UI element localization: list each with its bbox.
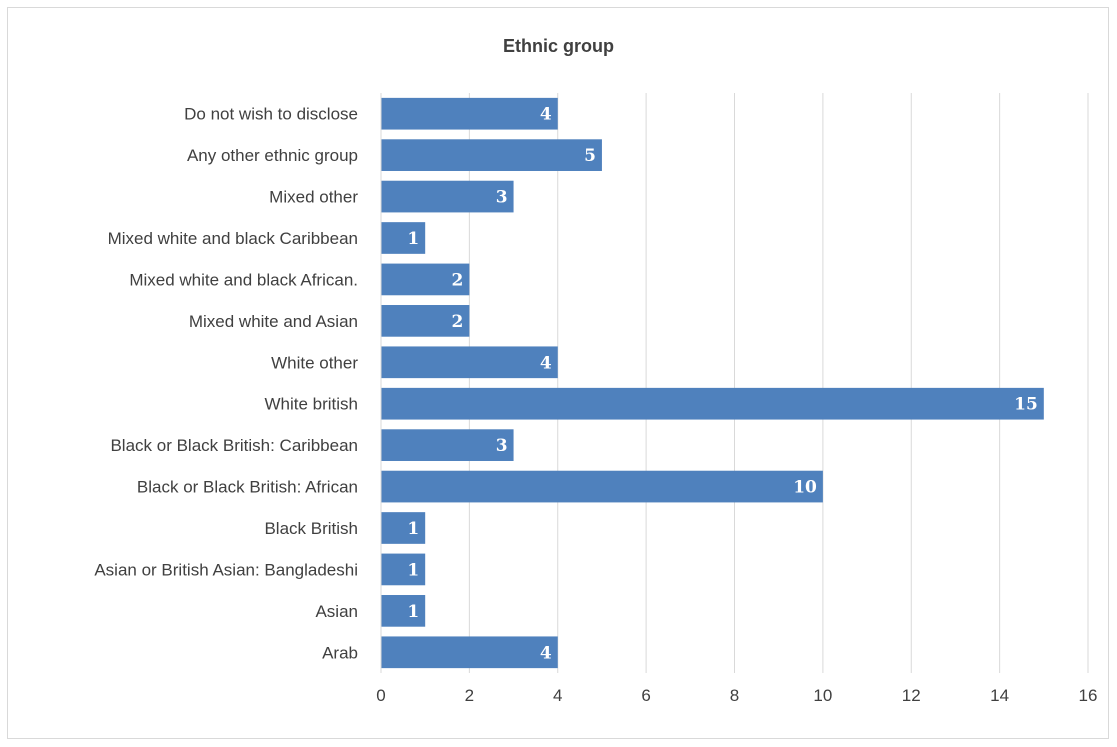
data-label-11: 1 <box>407 560 419 580</box>
data-label-12: 1 <box>407 602 419 622</box>
category-label-13: Arab <box>322 643 358 662</box>
data-label-13: 4 <box>540 643 552 663</box>
category-label-7: White british <box>264 395 358 414</box>
category-label-0: Do not wish to disclose <box>184 105 358 124</box>
category-label-12: Asian <box>315 602 358 621</box>
bar-10 <box>381 512 426 544</box>
data-label-0: 4 <box>540 105 552 125</box>
bar-11 <box>381 553 426 586</box>
data-label-1: 5 <box>584 146 596 166</box>
data-label-9: 10 <box>793 478 817 498</box>
x-tick-label-16: 16 <box>1079 686 1098 705</box>
bar-9 <box>381 470 823 503</box>
category-label-3: Mixed white and black Caribbean <box>108 229 358 248</box>
data-label-5: 2 <box>452 312 464 332</box>
category-label-11: Asian or British Asian: Bangladeshi <box>94 560 358 579</box>
data-label-8: 3 <box>496 436 508 456</box>
bar-5 <box>381 305 470 337</box>
bar-3 <box>381 222 426 254</box>
x-tick-label-10: 10 <box>813 686 832 705</box>
category-label-9: Black or Black British: African <box>137 478 358 497</box>
data-label-6: 4 <box>540 353 552 373</box>
x-tick-label-0: 0 <box>376 686 385 705</box>
bar-0 <box>381 97 558 130</box>
bar-8 <box>381 429 514 461</box>
category-label-10: Black British <box>264 519 358 538</box>
bar-2 <box>381 180 514 213</box>
x-tick-label-4: 4 <box>553 686 562 705</box>
x-tick-label-14: 14 <box>990 686 1009 705</box>
bar-1 <box>381 139 602 171</box>
bar-12 <box>381 595 426 627</box>
chart-title: Ethnic group <box>503 36 614 56</box>
bar-13 <box>381 636 558 669</box>
category-label-1: Any other ethnic group <box>187 146 358 165</box>
category-label-4: Mixed white and black African. <box>129 270 358 289</box>
x-tick-label-6: 6 <box>641 686 650 705</box>
bar-4 <box>381 263 470 296</box>
category-label-2: Mixed other <box>269 188 358 207</box>
data-label-3: 1 <box>407 229 419 249</box>
bar-6 <box>381 346 558 379</box>
x-tick-label-8: 8 <box>730 686 739 705</box>
data-label-7: 15 <box>1014 395 1038 415</box>
x-tick-label-12: 12 <box>902 686 921 705</box>
category-label-5: Mixed white and Asian <box>189 312 358 331</box>
category-label-6: White other <box>271 353 358 372</box>
data-label-2: 3 <box>496 188 508 208</box>
category-label-8: Black or Black British: Caribbean <box>110 436 358 455</box>
bar-7 <box>381 387 1044 420</box>
x-tick-label-2: 2 <box>465 686 474 705</box>
data-label-4: 2 <box>452 270 464 290</box>
data-label-10: 1 <box>407 519 419 539</box>
